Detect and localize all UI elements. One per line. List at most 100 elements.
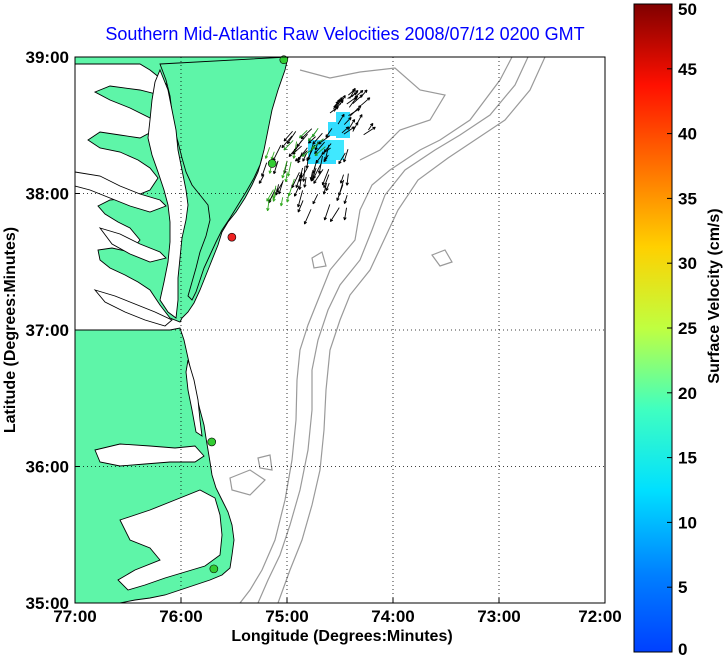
velocity-vector xyxy=(343,116,352,125)
land-delmarva-peninsula xyxy=(159,57,289,301)
velocity-vector xyxy=(356,114,363,124)
james-river xyxy=(93,289,173,327)
velocity-vector xyxy=(343,195,348,204)
velocity-vector xyxy=(281,135,293,149)
velocity-vector xyxy=(279,197,284,207)
velocity-vector xyxy=(338,152,346,165)
radar-stations xyxy=(207,55,289,574)
velocity-vector xyxy=(273,160,279,175)
bathymetry-contour-bump-2 xyxy=(257,454,273,471)
radar-station-marker xyxy=(209,564,219,574)
velocity-vector xyxy=(314,146,326,157)
velocity-vector xyxy=(281,161,288,179)
velocity-vector xyxy=(329,106,339,114)
radar-station-marker xyxy=(207,437,217,447)
radar-station-marker xyxy=(267,159,277,168)
x-tick-labels: 77:00 76:00 75:00 74:00 73:00 72:00 xyxy=(53,607,621,626)
velocity-vector xyxy=(293,185,300,197)
velocity-patch xyxy=(336,112,350,138)
velocity-vector xyxy=(298,168,308,182)
velocity-vector xyxy=(343,149,349,163)
velocity-vector xyxy=(296,133,308,148)
colorbar-tick-label: 10 xyxy=(678,513,697,532)
velocity-vector xyxy=(359,89,368,98)
bathymetry-contour-deep xyxy=(277,57,546,603)
potomac-river xyxy=(75,171,167,213)
colorbar-label: Surface Velocity (cm/s) xyxy=(706,208,723,383)
velocity-patch xyxy=(330,140,344,160)
y-tick-label: 35:00 xyxy=(26,594,69,613)
x-axis-label: Longitude (Degrees:Minutes) xyxy=(231,628,452,645)
velocity-vector xyxy=(325,182,330,192)
velocity-vector xyxy=(345,173,349,186)
velocity-vector xyxy=(341,126,350,134)
y-tick-label: 37:00 xyxy=(26,321,69,340)
velocity-vector xyxy=(313,164,322,179)
velocity-vector xyxy=(286,194,290,203)
colorbar-ticks: 0 5 10 15 20 25 30 35 40 45 50 xyxy=(667,0,697,659)
velocity-vector xyxy=(297,147,308,161)
velocity-vector xyxy=(307,130,317,142)
velocity-vector xyxy=(323,154,329,163)
velocity-vector xyxy=(338,179,345,196)
velocity-vector xyxy=(299,167,304,179)
velocity-vector xyxy=(300,128,313,140)
velocity-vector xyxy=(283,140,294,151)
colorbar-tick-label: 15 xyxy=(678,449,697,468)
velocity-vector xyxy=(321,169,330,186)
bathymetry-contour-bump-4 xyxy=(431,249,453,267)
velocity-vector xyxy=(351,89,359,98)
velocity-vector xyxy=(258,175,265,184)
velocity-vector xyxy=(276,181,284,193)
velocity-vector xyxy=(283,130,293,142)
velocity-vector xyxy=(312,132,323,145)
velocity-vector xyxy=(363,126,376,136)
velocity-vector xyxy=(315,152,324,164)
velocity-vectors xyxy=(258,87,376,225)
velocity-vector xyxy=(343,207,347,221)
map-plot-area xyxy=(74,55,606,604)
velocity-vector xyxy=(272,185,277,200)
velocity-vector xyxy=(348,108,361,117)
velocity-vector xyxy=(323,204,331,221)
colorbar-tick-label: 0 xyxy=(678,640,687,659)
velocity-vector xyxy=(323,174,330,189)
bathymetry-contour-bump-1 xyxy=(229,469,266,496)
velocity-vector xyxy=(266,189,274,202)
tick-marks xyxy=(74,193,500,603)
x-tick-label: 75:00 xyxy=(265,607,308,626)
colorbar-tick-label: 5 xyxy=(678,578,687,597)
x-tick-label: 73:00 xyxy=(477,607,520,626)
y-tick-label: 38:00 xyxy=(26,185,69,204)
velocity-vector xyxy=(264,147,271,159)
velocity-vector xyxy=(325,128,333,138)
y-tick-label: 39:00 xyxy=(26,48,69,67)
velocity-vector xyxy=(333,99,344,112)
x-tick-label: 77:00 xyxy=(53,607,96,626)
velocity-vector xyxy=(360,97,371,106)
velocity-vector xyxy=(348,119,356,130)
bathymetry-contour-bump-3 xyxy=(311,251,327,269)
colorbar: 0 5 10 15 20 25 30 35 40 45 50 Surface Velocity (c… xyxy=(633,0,723,659)
rappahannock-river xyxy=(98,227,167,263)
inland-water xyxy=(75,68,223,591)
velocity-vector xyxy=(368,122,374,131)
colorbar-gradient xyxy=(633,3,673,653)
velocity-vector xyxy=(303,209,312,225)
velocity-vector xyxy=(301,146,316,157)
currituck-sound xyxy=(185,359,203,437)
colorbar-tick-label: 45 xyxy=(678,60,697,79)
velocity-vector xyxy=(312,194,319,205)
pamlico-sound xyxy=(117,489,223,591)
velocity-vector xyxy=(337,113,345,125)
velocity-vector xyxy=(311,167,317,182)
velocity-vector xyxy=(284,171,288,183)
velocity-vector xyxy=(302,152,308,162)
velocity-vector xyxy=(313,169,324,184)
bathymetry-contour-shallow xyxy=(239,57,513,603)
velocity-vector xyxy=(305,159,309,169)
velocity-vector xyxy=(297,200,304,213)
bathymetry-contour-mid xyxy=(257,57,529,603)
y-axis-label: Latitude (Degrees:Minutes) xyxy=(2,227,19,433)
